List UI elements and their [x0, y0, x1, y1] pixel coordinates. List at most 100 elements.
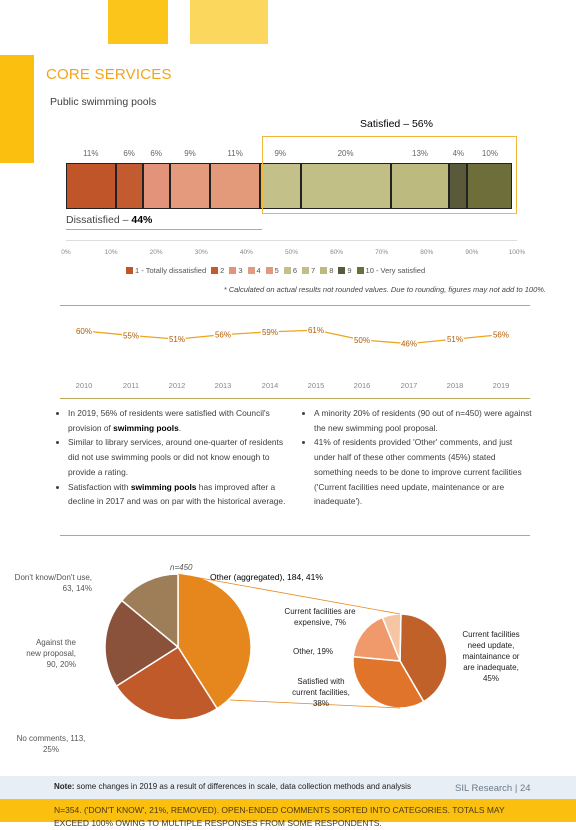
bar-value-label: 20%	[337, 149, 354, 158]
legend-swatch	[338, 267, 346, 274]
bar-value-label: 9%	[184, 149, 196, 158]
pie-label-need-update: Current facilities need update, maintain…	[462, 630, 520, 683]
legend-swatch	[265, 267, 273, 274]
rounding-footnote: * Calculated on actual results not round…	[223, 285, 546, 294]
year-label: 2017	[400, 381, 418, 390]
trend-line	[83, 329, 502, 345]
legend-label: 5	[274, 266, 279, 275]
legend-item: 8	[320, 266, 333, 275]
legend-label: 8	[329, 266, 334, 275]
secondary-pie-slice	[381, 613, 402, 662]
trend-point-label: 51%	[169, 335, 185, 344]
bottom-banner-text: N=354. ('DON'T KNOW', 21%, REMOVED). OPE…	[54, 805, 505, 828]
bullet-item: Similar to library services, around one-…	[68, 435, 288, 479]
bar-segment-10	[467, 163, 513, 209]
legend-item: 3	[229, 266, 243, 275]
legend-label: 7	[311, 266, 316, 275]
bar-segment-6	[259, 163, 301, 209]
trend-point-label: 60%	[76, 327, 92, 336]
pie-label-no-comments: No comments, 113, 25%	[16, 734, 86, 754]
pie-of-pie-chart	[104, 573, 448, 721]
year-label: 2011	[122, 381, 140, 390]
secondary-pie-slice	[352, 616, 402, 662]
x-tick-label: 100%	[508, 249, 526, 256]
bullet-item: In 2019, 56% of residents were satisfied…	[68, 406, 288, 435]
bullet-item: 41% of residents provided 'Other' commen…	[314, 435, 532, 509]
pie-label-other: Other, 19%	[293, 647, 334, 656]
legend-swatch	[302, 267, 310, 274]
x-tick-label: 50%	[284, 249, 298, 256]
legend-swatch	[229, 267, 237, 274]
bar-value-label: 11%	[83, 149, 99, 158]
trend-point-label: 51%	[447, 335, 463, 344]
legend-item: 9	[338, 266, 352, 275]
bar-value-label: 6%	[150, 149, 162, 158]
year-label: 2018	[446, 381, 464, 390]
bar-segment-1	[66, 163, 116, 209]
bar-segment-8	[390, 163, 450, 209]
legend-swatch	[211, 267, 219, 274]
side-accent-band	[0, 55, 34, 163]
year-label: 2010	[75, 381, 93, 390]
legend-label: 4	[256, 266, 261, 275]
bar-segment-7	[300, 163, 391, 209]
x-tick-label: 30%	[194, 249, 208, 256]
header-decoration-block-light	[190, 0, 268, 44]
bar-value-label: 11%	[227, 149, 243, 158]
bar-value-label: 6%	[123, 149, 135, 158]
bottom-banner: N=354. ('DON'T KNOW', 21%, REMOVED). OPE…	[0, 799, 576, 828]
legend-label: 3	[238, 266, 243, 275]
chart-legend: 1 - Totally dissatisfied 2 3 4 5 6 7 8 9 10 - Ver…	[126, 266, 430, 275]
right-bullet-list: A minority 20% of residents (90 out of n…	[296, 406, 532, 509]
bar-value-label: 9%	[274, 149, 286, 158]
satisfied-summary-label: Satisfied – 56%	[360, 118, 433, 130]
pie-label-against: Against the new proposal, 90, 20%	[26, 638, 76, 669]
year-label: 2016	[353, 381, 371, 390]
x-tick-label: 10%	[104, 249, 118, 256]
year-label: 2012	[168, 381, 186, 390]
page-label: SIL Research | 24	[455, 783, 531, 794]
x-tick-label: 20%	[149, 249, 163, 256]
chart-axis-line	[66, 240, 517, 241]
pie-connector-line	[229, 699, 401, 709]
pie-label-satisfied: Satisfied with current facilities, 38%	[292, 677, 350, 708]
bar-value-label: 13%	[412, 149, 429, 158]
bar-segment-3	[142, 163, 170, 209]
legend-label: 6	[292, 266, 298, 275]
pie-label-expensive: Current facilities are expensive, 7%	[284, 607, 356, 627]
trend-point-label: 56%	[493, 331, 509, 340]
bar-segment-2	[115, 163, 143, 209]
legend-label: 9	[347, 266, 352, 275]
x-tick-label: 60%	[330, 249, 344, 256]
main-pie-slice	[120, 573, 179, 649]
year-label: 2013	[214, 381, 232, 390]
footer-note: Note: some changes in 2019 as a result o…	[54, 782, 411, 791]
pie-sample-size: n=450	[170, 563, 193, 572]
legend-swatch	[283, 267, 291, 274]
legend-swatch	[126, 267, 133, 274]
legend-swatch	[320, 267, 328, 274]
trend-line-chart: 60% 55% 51% 56% 59% 61% 50% 46% 51% 56%	[74, 325, 510, 351]
x-tick-label: 80%	[420, 249, 434, 256]
main-pie-slice	[104, 599, 180, 688]
header-decoration-block	[108, 0, 168, 44]
left-bullet-list: In 2019, 56% of residents were satisfied…	[50, 406, 288, 509]
chart-subtitle: Public swimming pools	[50, 96, 157, 108]
legend-item: 4	[247, 266, 261, 275]
legend-item: 1 - Totally dissatisfied	[126, 266, 206, 275]
trend-point-label: 59%	[262, 328, 278, 337]
year-label: 2015	[307, 381, 325, 390]
footer-note-bar: Note: some changes in 2019 as a result o…	[0, 776, 576, 799]
section-title: CORE SERVICES	[46, 66, 172, 83]
year-label: 2014	[261, 381, 279, 390]
legend-item: 7	[302, 266, 315, 275]
bullet-item: A minority 20% of residents (90 out of n…	[314, 406, 532, 435]
trend-point-label: 46%	[401, 340, 417, 349]
divider	[60, 398, 530, 399]
bar-segment-4	[169, 163, 211, 209]
dissatisfied-underline	[66, 229, 262, 230]
x-tick-label: 70%	[375, 249, 389, 256]
trend-point-label: 55%	[123, 332, 139, 341]
trend-point-label: 56%	[215, 331, 231, 340]
legend-item: 10 - Very satisfied	[356, 266, 425, 275]
